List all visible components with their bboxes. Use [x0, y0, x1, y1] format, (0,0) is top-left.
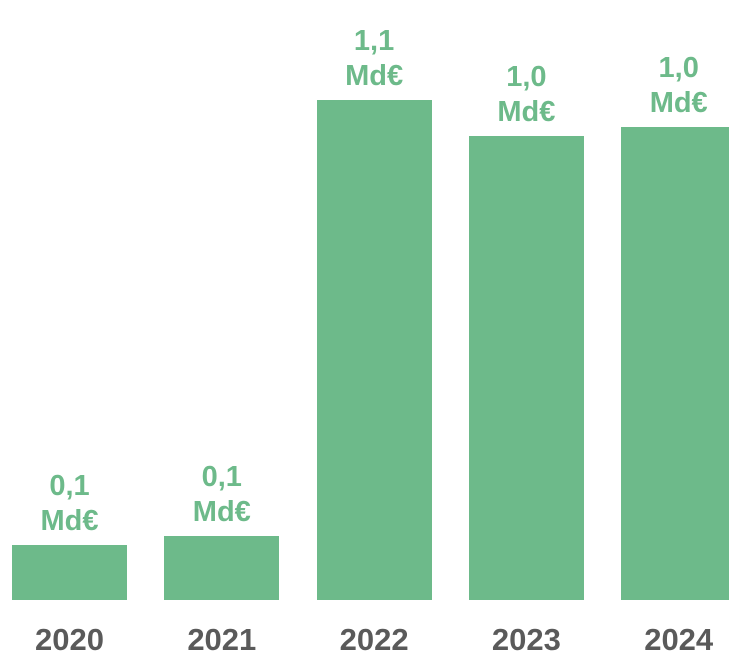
x-tick-label: 2022 — [339, 622, 409, 657]
value-label: 0,1 Md€ — [192, 461, 251, 529]
value-label: 1,0 Md€ — [649, 52, 708, 120]
x-tick-label: 2021 — [187, 622, 257, 657]
value-label: 0,1 Md€ — [40, 470, 99, 538]
bar — [164, 536, 280, 600]
bar — [468, 136, 584, 600]
x-tick-label: 2024 — [644, 622, 714, 657]
value-label: 1,0 Md€ — [497, 61, 556, 129]
value-label: 1,1 Md€ — [345, 25, 404, 92]
bar — [621, 127, 729, 600]
x-tick-label: 2020 — [35, 622, 104, 657]
bar — [316, 100, 432, 600]
bar — [12, 545, 127, 600]
x-tick-label: 2023 — [491, 622, 561, 657]
